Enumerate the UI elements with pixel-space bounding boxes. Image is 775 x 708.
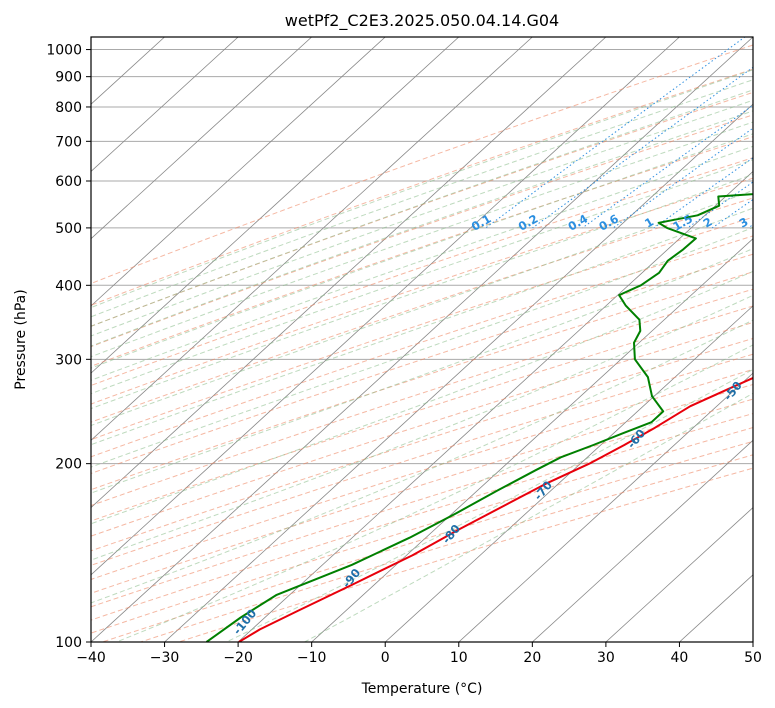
dry-adiabat xyxy=(91,337,753,552)
y-axis-ticks: 100 200 300 400 500 600 700 800 900 1000 xyxy=(46,43,91,651)
isotherm--110 xyxy=(91,37,239,172)
y-tick-label: 500 xyxy=(55,221,82,237)
mixing-ratio-line xyxy=(532,66,753,229)
isotherm-0 xyxy=(384,305,753,642)
mixing-ratio-lines xyxy=(485,37,753,229)
x-tick-label: 30 xyxy=(597,650,615,666)
moist-adiabat xyxy=(91,133,753,369)
x-axis-title: Temperature (°C) xyxy=(361,681,483,697)
dry-adiabat xyxy=(91,368,753,580)
x-tick-label: 0 xyxy=(381,650,390,666)
isotherm--50 xyxy=(91,37,680,576)
dry-adiabat-lines xyxy=(91,44,753,642)
mixing-ratio-line xyxy=(485,37,746,229)
chart-title: wetPf2_C2E3.2025.050.04.14.G04 xyxy=(285,11,559,31)
x-axis-ticks: −40 −30 −20 −10 0 10 20 30 40 50 xyxy=(76,642,762,666)
moist-adiabat xyxy=(91,207,753,446)
isotherm--100 xyxy=(91,37,312,240)
mixing-ratio-line xyxy=(612,127,753,229)
isotherm--30 xyxy=(164,103,753,642)
isotherm-30 xyxy=(605,507,753,642)
x-tick-label: 20 xyxy=(523,650,541,666)
plot-frame xyxy=(90,36,754,643)
dry-adiabat xyxy=(91,321,753,537)
moist-adiabat-lines xyxy=(91,69,753,642)
isotherm--80 xyxy=(91,37,460,374)
y-tick-label: 200 xyxy=(55,457,82,473)
dry-adiabat xyxy=(138,454,753,642)
isotherm--20 xyxy=(237,170,753,642)
moist-adiabat xyxy=(91,248,753,494)
mixing-ratio-line xyxy=(687,181,753,229)
moist-adiabat xyxy=(91,99,753,337)
moist-adiabat xyxy=(91,159,753,395)
dewpoint-line xyxy=(205,193,753,642)
y-tick-label: 600 xyxy=(55,174,82,190)
dry-adiabat xyxy=(100,440,753,642)
x-tick-label: 10 xyxy=(450,650,468,666)
isotherm--60 xyxy=(91,37,607,509)
moist-adiabat xyxy=(115,344,753,642)
temperature-line xyxy=(238,376,753,642)
dry-adiabat xyxy=(91,136,753,367)
dry-adiabat xyxy=(91,197,753,423)
y-tick-label: 1000 xyxy=(46,43,82,59)
x-tick-label: −40 xyxy=(76,650,106,666)
x-tick-label: −10 xyxy=(297,650,327,666)
y-tick-label: 900 xyxy=(55,70,82,86)
dry-adiabat xyxy=(91,353,753,566)
isotherm-grid xyxy=(91,37,753,642)
y-axis-title: Pressure (hPa) xyxy=(13,289,29,389)
x-tick-label: 50 xyxy=(744,650,762,666)
y-tick-label: 700 xyxy=(55,134,82,150)
moist-adiabat xyxy=(91,110,753,347)
x-tick-label: −20 xyxy=(223,650,253,666)
x-tick-label: 40 xyxy=(671,650,689,666)
isotherm--90 xyxy=(91,37,386,307)
dry-adiabat xyxy=(91,177,753,405)
moist-adiabat xyxy=(91,189,753,427)
y-tick-label: 800 xyxy=(55,100,82,116)
isotherm-10 xyxy=(458,372,753,642)
moist-adiabat xyxy=(91,226,753,468)
dry-adiabat xyxy=(91,253,753,475)
moist-adiabat xyxy=(91,89,753,327)
dry-adiabat xyxy=(91,271,753,491)
y-tick-label: 400 xyxy=(55,278,82,294)
isotherm-20 xyxy=(532,439,753,642)
y-tick-label: 300 xyxy=(55,352,82,368)
dry-adiabat xyxy=(177,467,753,642)
x-tick-label: −30 xyxy=(150,650,180,666)
sounding-series xyxy=(205,193,753,642)
moist-adiabat xyxy=(91,121,753,358)
y-tick-label: 100 xyxy=(55,635,82,651)
